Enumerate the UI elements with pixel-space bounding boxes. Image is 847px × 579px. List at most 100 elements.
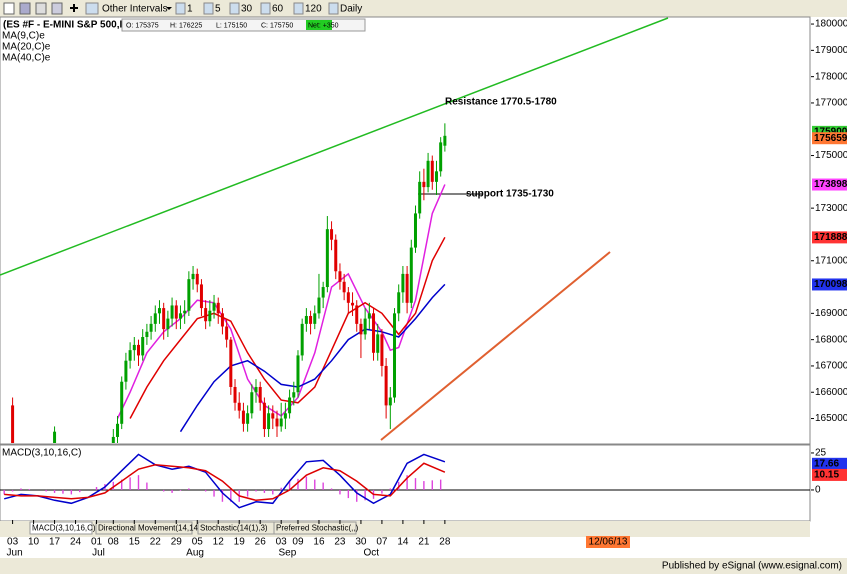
candle-body <box>409 247 413 303</box>
ohlc-field: H: 176225 <box>170 22 202 29</box>
value-tag-label: 175659 <box>814 133 847 144</box>
histogram-bar <box>162 489 165 492</box>
candle-body <box>300 323 304 356</box>
interval-icon[interactable] <box>229 2 240 15</box>
candle-body <box>170 305 174 319</box>
interval[interactable]: 120 <box>305 4 322 15</box>
price-plot <box>11 123 447 443</box>
histogram-bar <box>221 489 224 502</box>
y-tick-label: 165000 <box>815 413 847 424</box>
tab[interactable] <box>29 521 93 535</box>
interval[interactable]: 5 <box>215 4 221 15</box>
histogram-bar <box>121 479 123 490</box>
candle-body <box>388 397 392 406</box>
x-tick-label: 10 <box>28 537 40 548</box>
histogram-bar <box>305 476 308 490</box>
candle-body <box>430 160 434 182</box>
value-tag-label: 17.66 <box>814 458 839 469</box>
x-tick-label: 17 <box>49 537 61 548</box>
tab[interactable] <box>273 521 357 535</box>
x-tick-label: 15 <box>129 537 141 548</box>
x-tick-label: 22 <box>150 537 162 548</box>
icon[interactable] <box>35 2 47 15</box>
ohlc-field: O: 175375 <box>126 22 159 29</box>
candle-body <box>283 413 287 419</box>
candle-body <box>338 271 342 282</box>
icon[interactable] <box>85 2 99 15</box>
interval-icon[interactable] <box>293 2 304 15</box>
interval[interactable]: Daily <box>340 4 362 15</box>
icon[interactable] <box>51 2 63 15</box>
candle-body <box>187 279 191 311</box>
interval-icon[interactable] <box>328 2 339 15</box>
histogram-bar <box>255 489 257 492</box>
histogram-bar <box>112 481 115 490</box>
x-tick-label: 05 <box>192 537 204 548</box>
candle-body <box>443 135 447 146</box>
x-tick-label: 03 <box>7 537 19 548</box>
candle-body <box>376 334 380 353</box>
candle-body <box>426 160 430 188</box>
other-intervals[interactable]: Other Intervals <box>102 4 168 15</box>
candle-body <box>397 292 401 314</box>
tab-label[interactable]: Directional Movement(14,14) <box>98 524 201 533</box>
histogram-bar <box>330 488 333 490</box>
candle-body <box>325 229 329 288</box>
histogram-bar <box>171 489 173 493</box>
y-tick-label: 178000 <box>815 71 847 82</box>
candle-body <box>204 308 208 322</box>
dropdown-arrow[interactable] <box>166 7 172 10</box>
add-icon[interactable] <box>70 4 78 12</box>
line <box>4 462 446 502</box>
candle-body <box>225 326 229 340</box>
x-tick-label: 01 <box>91 537 103 548</box>
interval-icon[interactable] <box>260 2 271 15</box>
histogram-bar <box>79 489 81 493</box>
y-tick-label: 171000 <box>815 255 847 266</box>
x-tick-label: 16 <box>313 537 325 548</box>
candle-body <box>393 313 397 398</box>
candle-body <box>128 350 132 361</box>
histogram-bar <box>398 481 400 490</box>
candle-body <box>384 365 388 406</box>
value-tag-label: 171888 <box>814 232 847 243</box>
interval[interactable]: 60 <box>272 4 284 15</box>
date-tag: 12/06/13 <box>589 537 628 548</box>
candle-body <box>346 292 350 303</box>
value-tag <box>812 231 847 244</box>
x-tick-label: 29 <box>171 537 183 548</box>
histogram-bar <box>423 481 425 490</box>
x-tick-label: 09 <box>292 537 304 548</box>
candle-body <box>275 418 279 427</box>
histogram-bar <box>280 487 282 490</box>
candle-body <box>208 310 212 322</box>
value-tag <box>812 178 847 191</box>
net: Net: +350 <box>308 22 339 29</box>
support-trendline <box>380 251 611 441</box>
month-label: Jun <box>7 548 23 559</box>
icon[interactable] <box>19 2 31 15</box>
annotation: support 1735-1730 <box>466 189 554 200</box>
icon[interactable] <box>3 2 15 15</box>
candle-body <box>237 402 241 411</box>
tab-label[interactable]: MACD(3,10,16,C) <box>32 524 96 533</box>
tab[interactable] <box>95 521 193 535</box>
macd-plot <box>0 453 810 509</box>
interval-icon[interactable] <box>203 2 214 15</box>
interval-icon[interactable] <box>175 2 186 15</box>
candle-body <box>296 355 300 393</box>
histogram-bar <box>389 488 392 490</box>
candle-body <box>292 392 296 398</box>
y-tick-label: 168000 <box>815 334 847 345</box>
resistance-trendline <box>0 17 669 276</box>
candle-body <box>262 402 266 430</box>
y-tick-label: 175000 <box>815 150 847 161</box>
interval[interactable]: 1 <box>187 4 193 15</box>
tab-label[interactable]: Preferred Stochastic(,,) <box>276 524 359 533</box>
value-tag-label: 173898 <box>814 179 847 190</box>
candle-body <box>351 302 355 306</box>
tab-label[interactable]: Stochastic(14(1),3) <box>200 524 268 533</box>
candle-body <box>149 323 153 332</box>
interval[interactable]: 30 <box>241 4 253 15</box>
